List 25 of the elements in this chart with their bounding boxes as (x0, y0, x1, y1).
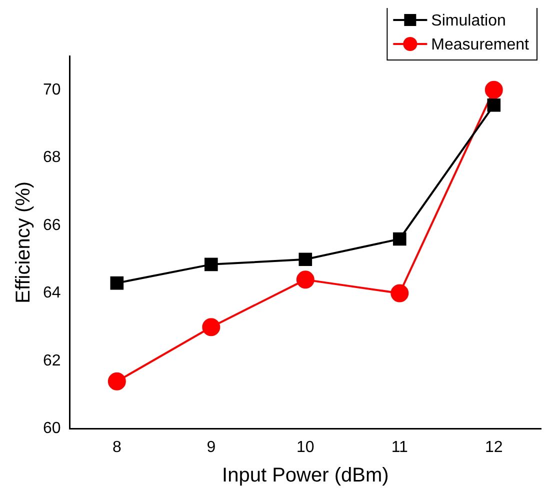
y-tick-label: 62 (43, 352, 61, 370)
x-tick-label: 8 (112, 438, 122, 456)
point (204, 258, 218, 272)
point (298, 252, 312, 266)
point (392, 232, 406, 246)
y-axis-title: Efficiency (%) (12, 181, 35, 304)
point (108, 372, 126, 390)
legend-label: Simulation (431, 12, 506, 30)
point (296, 270, 314, 289)
y-tick-label: 64 (43, 284, 61, 302)
point (484, 80, 503, 99)
point (202, 318, 220, 336)
point (110, 276, 124, 290)
x-tick-label: 11 (391, 438, 408, 456)
y-tick-label: 60 (43, 420, 61, 438)
x-tick-label: 9 (206, 438, 216, 456)
y-tick-label: 66 (43, 216, 61, 234)
y-tick-label: 70 (43, 81, 61, 98)
x-tick-label: 12 (484, 438, 503, 456)
point (390, 284, 409, 302)
point (487, 98, 501, 112)
x-axis-title: Input Power (dBm) (222, 464, 389, 487)
x-tick-label: 10 (296, 438, 314, 456)
legend-label: Measurement (431, 36, 530, 54)
y-tick-label: 68 (43, 149, 61, 166)
